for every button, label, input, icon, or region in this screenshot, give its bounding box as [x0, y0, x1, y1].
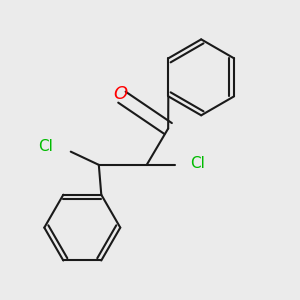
Text: Cl: Cl — [38, 139, 52, 154]
Text: O: O — [113, 85, 127, 103]
Text: Cl: Cl — [190, 156, 205, 171]
